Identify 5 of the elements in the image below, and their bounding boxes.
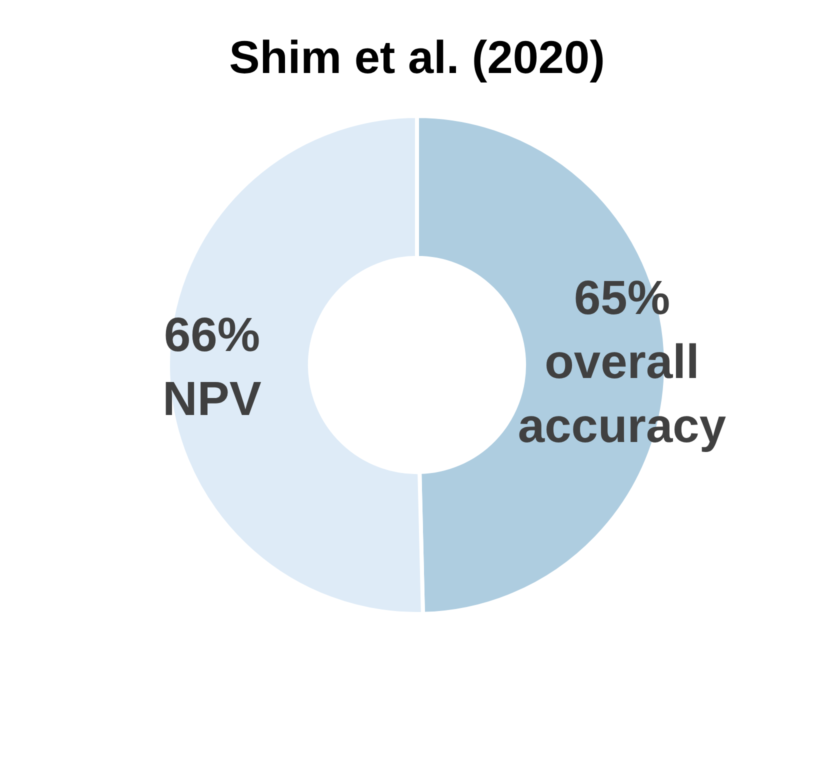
slice-label: NPV xyxy=(162,372,262,426)
slice-label: overall accuracy xyxy=(518,336,726,454)
data-label: 66% xyxy=(164,308,260,362)
data-label: 65% xyxy=(574,272,670,326)
chart-title: Shim et al. (2020) xyxy=(229,31,605,83)
